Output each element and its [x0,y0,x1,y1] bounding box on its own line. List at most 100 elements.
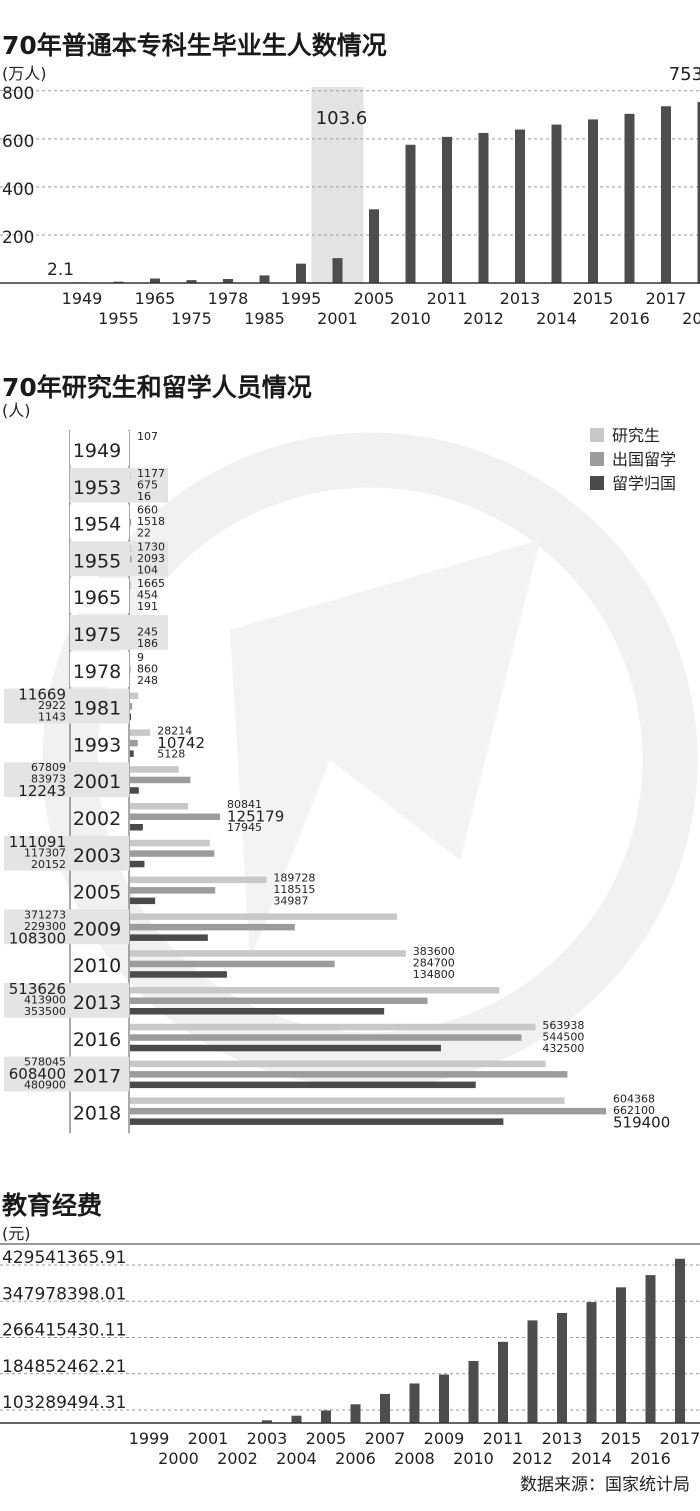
y-tick-label: 600 [2,132,34,152]
bar [130,471,131,479]
bar [130,1071,568,1078]
bar [130,897,156,905]
bar [130,750,134,757]
bar [130,776,191,784]
data-label: 753.3 [669,64,700,85]
data-label: 107 [137,430,158,443]
bar [130,787,139,794]
x-tick-label: 1949 [62,289,103,308]
data-source: 数据来源：国家统计局 [520,1475,690,1495]
data-label: 1143 [38,711,66,724]
bar [332,258,343,283]
data-label: 229300 [24,920,66,933]
year-label: 2001 [73,771,121,793]
x-tick-label: 2004 [276,1449,317,1468]
bar [130,519,132,526]
bar [130,1118,504,1125]
x-tick-label: 1995 [281,289,322,308]
x-tick-label: 2013 [542,1429,583,1448]
row-band [70,541,168,577]
year-label: 2016 [73,1029,121,1051]
bar [697,102,700,284]
data-label: 28214 [157,724,192,737]
year-label: 2009 [73,918,121,940]
year-label: 1953 [73,477,121,499]
year-label: 2013 [73,992,121,1014]
bar [130,850,215,857]
bar [130,1107,606,1115]
x-tick-label: 2001 [317,309,358,328]
bar [130,1097,565,1104]
x-tick-label: 2016 [609,309,650,328]
data-label: 480900 [24,1079,66,1092]
bar [130,934,208,941]
x-tick-label: 2018 [682,309,700,328]
legend-label: 出国留学 [612,450,676,469]
bar [439,1374,449,1423]
year-label: 2005 [73,882,121,904]
data-label: 519400 [613,1113,670,1131]
x-tick-label: 2009 [424,1429,465,1448]
bar [468,1360,479,1423]
x-tick-label: 2014 [536,309,577,328]
bar [586,1302,597,1423]
year-label: 2017 [73,1066,121,1088]
bar [321,1410,331,1423]
data-label: 371273 [24,908,66,921]
bar [130,666,131,673]
bar [409,1383,420,1423]
data-label: 860 [137,662,158,675]
bar [369,209,379,283]
bar [130,960,335,968]
data-label: 117307 [24,846,66,859]
row-band [70,578,129,613]
x-tick-label: 1999 [129,1429,170,1448]
data-label: 1665 [137,577,165,590]
data-label: 34987 [273,895,308,908]
legend-swatch [590,452,604,466]
data-label: 17945 [227,821,262,834]
row-band [70,504,129,540]
bar [380,1393,390,1423]
data-label: 604368 [613,1092,655,1105]
data-label: 1518 [137,515,165,528]
data-label: 383600 [413,945,455,958]
bar [130,997,428,1004]
x-tick-label: 1985 [244,309,285,328]
chart-unit: (人) [2,401,31,420]
bar [130,766,179,773]
bar [498,1341,508,1423]
data-label: 662100 [613,1104,655,1117]
data-label: 9 [137,651,144,664]
bar [515,129,525,283]
data-label: 353500 [24,1005,66,1018]
data-label: 2922 [38,699,66,712]
data-label: 608400 [9,1065,66,1083]
bar [130,824,143,831]
bar [130,739,138,747]
row-band [4,762,129,797]
chart-unit: (万人) [2,64,47,83]
legend-label: 留学归国 [612,474,676,493]
data-label: 284700 [413,957,455,970]
bar [296,263,306,283]
x-tick-label: 2014 [571,1449,612,1468]
data-label: 103.6 [316,108,368,129]
watermark-shape [230,540,540,960]
data-label: 248 [137,674,158,687]
row-band [4,909,129,945]
data-label: 544500 [542,1030,584,1043]
x-tick-label: 2001 [188,1429,229,1448]
bar [557,1312,567,1423]
row-band [4,983,129,1018]
y-tick-label: 429541365.91 [2,1248,126,1268]
y-tick-label: 200 [2,228,34,248]
bar [130,1044,441,1052]
bar [130,813,220,820]
bar [661,106,671,283]
data-label: 16 [137,490,151,503]
bar [527,1320,538,1423]
bar [130,971,227,978]
y-tick-label: 266415430.11 [2,1321,126,1341]
